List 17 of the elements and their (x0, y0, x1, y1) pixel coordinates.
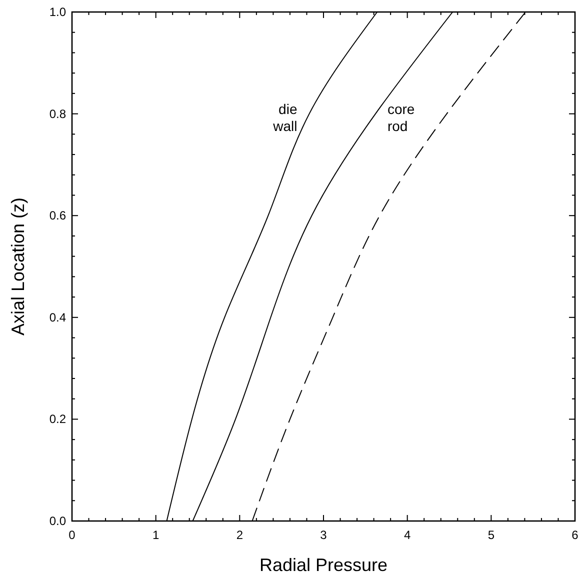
x-tick-label: 3 (320, 528, 328, 542)
x-tick-label: 1 (152, 528, 160, 542)
y-tick-label: 0.2 (49, 412, 66, 426)
y-tick-label: 0.6 (49, 208, 66, 223)
x-axis-title: Radial Pressure (259, 555, 388, 575)
x-tick-label: 0 (68, 528, 76, 542)
x-tick-label: 4 (404, 528, 411, 542)
annotation: die wall (272, 100, 298, 134)
x-tick-label: 6 (572, 528, 579, 542)
y-tick-label: 0.4 (49, 310, 66, 324)
y-tick-label: 1.0 (49, 5, 66, 19)
x-tick-label: 2 (236, 528, 244, 542)
y-tick-label: 0.0 (49, 514, 66, 528)
x-tick-label: 5 (488, 528, 495, 542)
y-axis-title: Axial Location (z) (8, 197, 28, 336)
y-tick-label: 0.8 (49, 106, 66, 121)
annotation: core rod (387, 100, 415, 134)
